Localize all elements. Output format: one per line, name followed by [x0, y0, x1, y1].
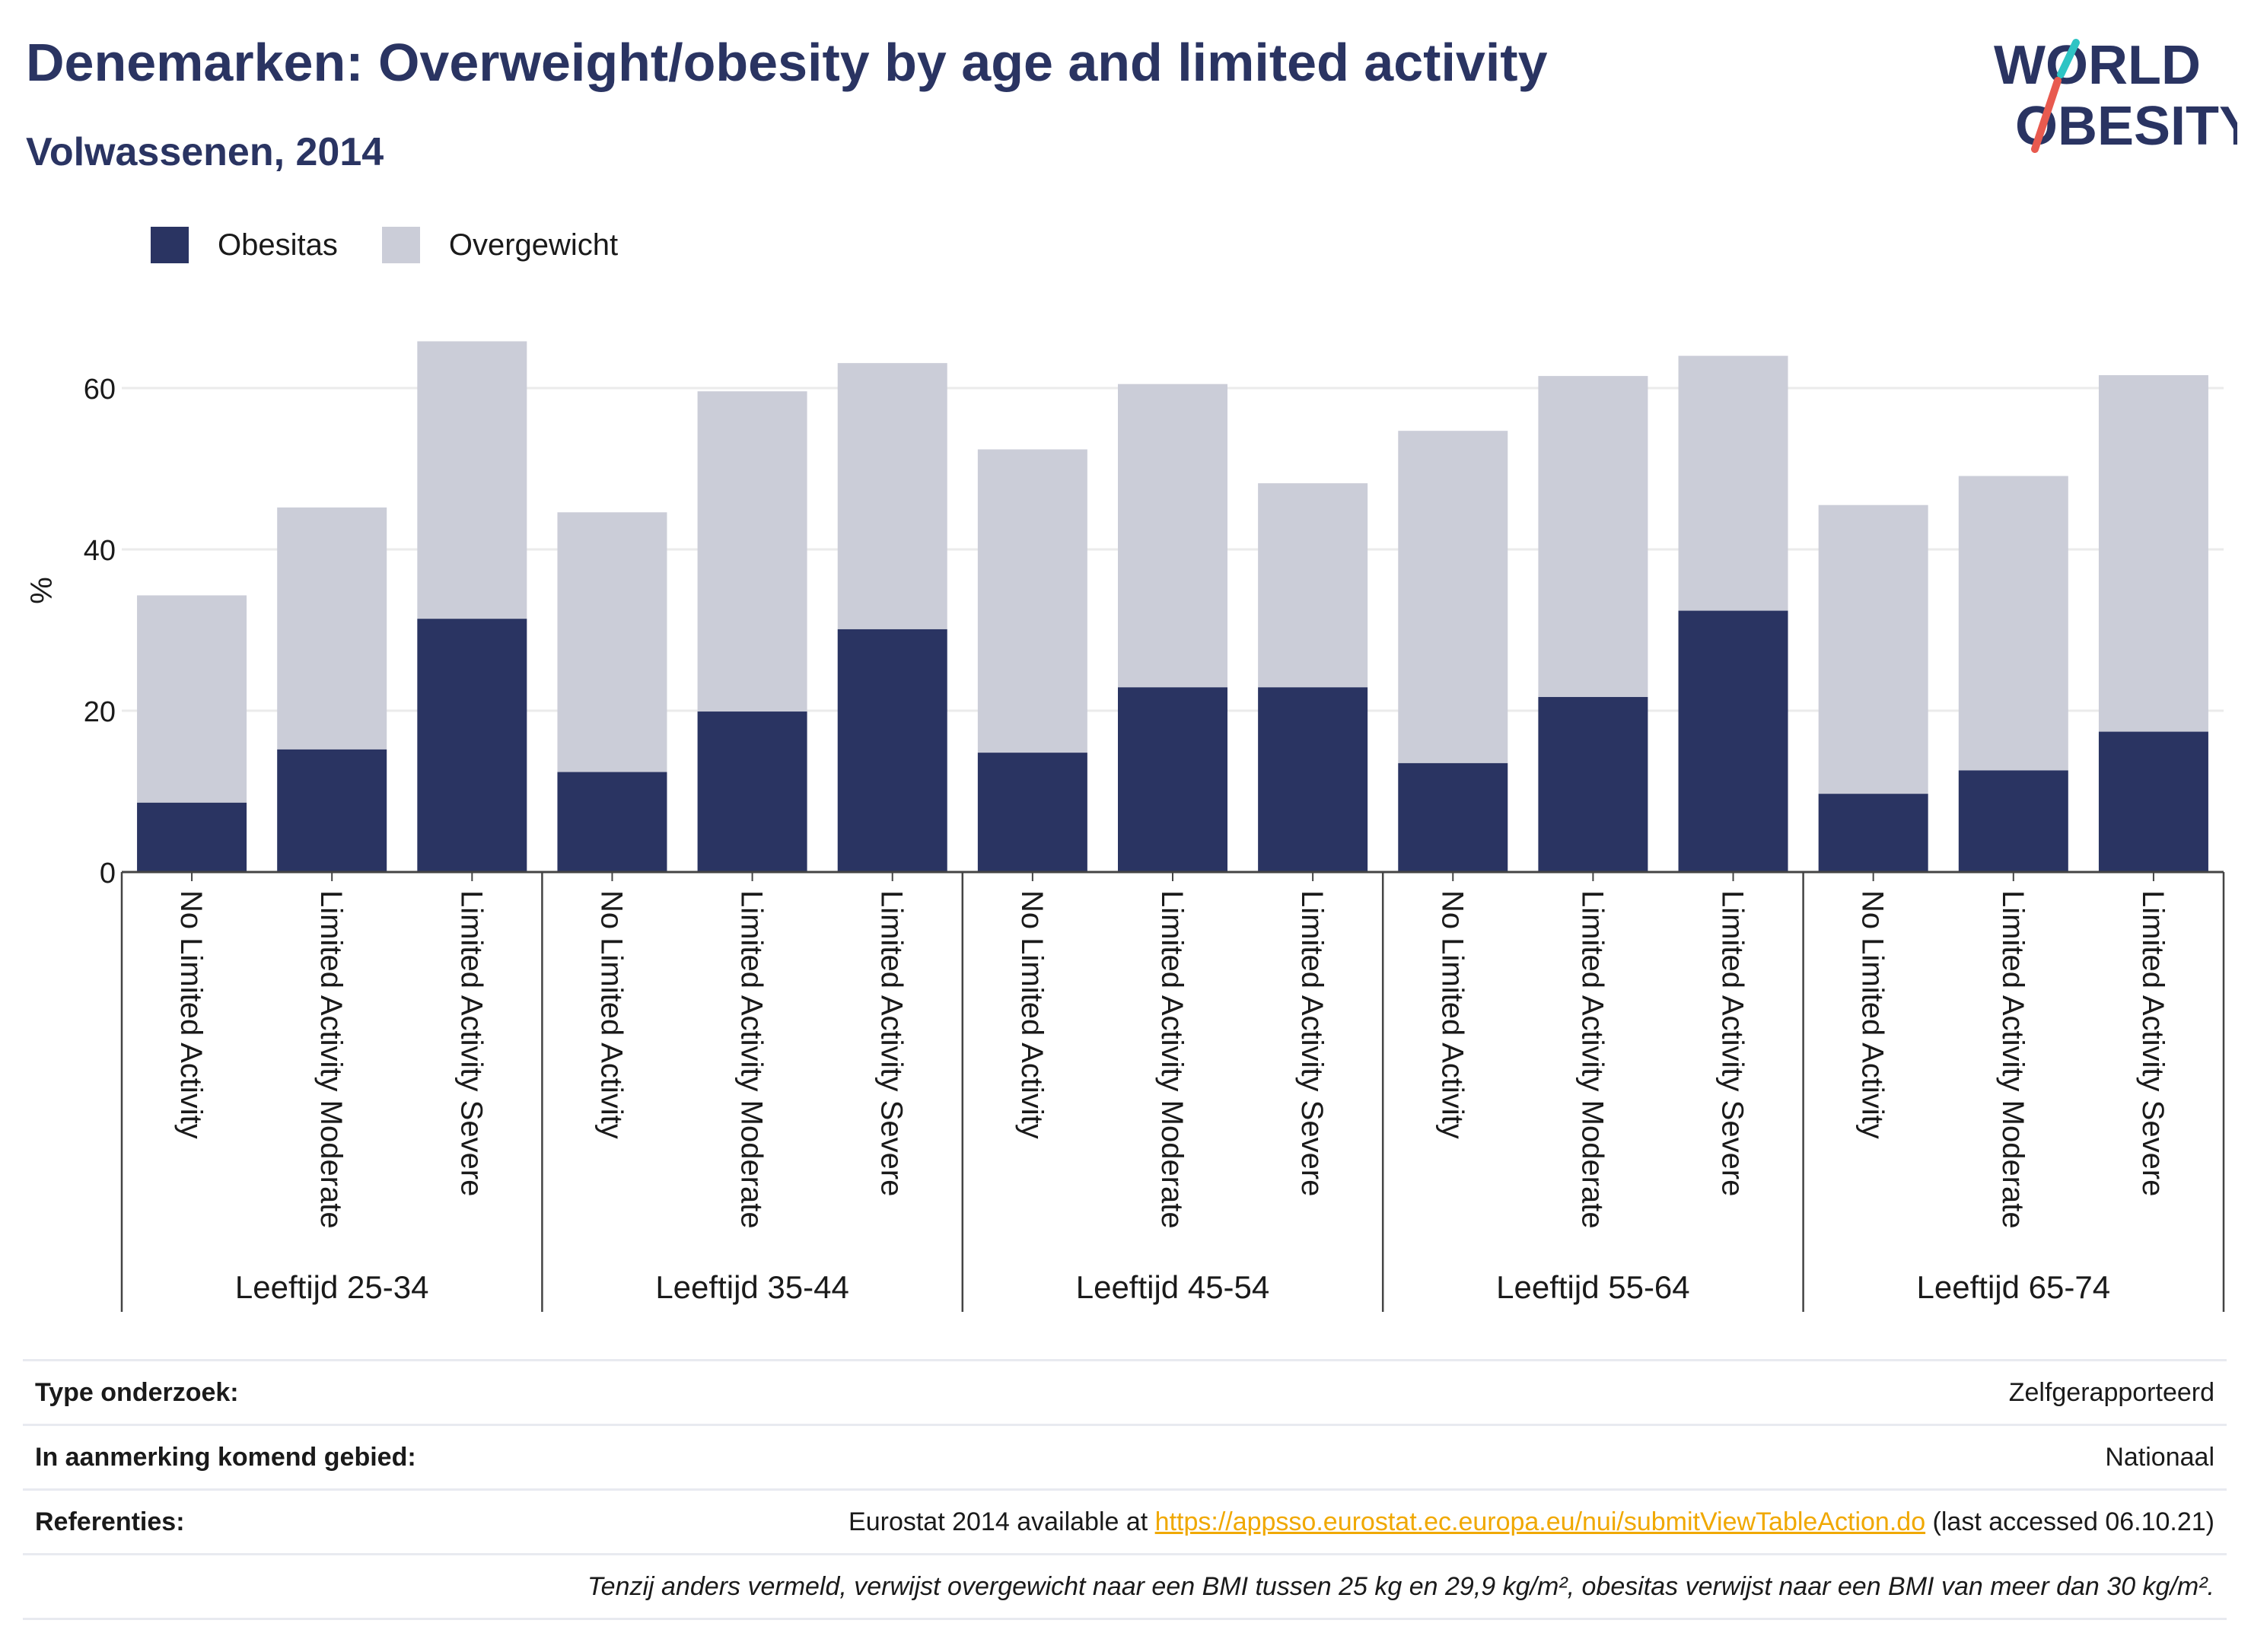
legend-label-obesitas: Obesitas: [218, 228, 338, 262]
bar-overgewicht: [1258, 483, 1368, 688]
bar-obesitas: [977, 753, 1087, 872]
bar-overgewicht: [1678, 355, 1788, 611]
category-label: Limited Activity Severe: [1716, 890, 1750, 1196]
legend-item-overgewicht[interactable]: Overgewicht: [381, 227, 619, 263]
category-label: Limited Activity Moderate: [1996, 890, 2030, 1229]
group-label: Leeftijd 55-64: [1496, 1269, 1690, 1305]
bar-overgewicht: [137, 595, 247, 803]
y-tick-label: 40: [84, 535, 116, 567]
stacked-bar-chart: 0 20 40 60% No Limited Activity Limited Activ…: [25, 341, 2225, 1312]
bar-obesitas: [1818, 794, 1928, 872]
logo-slash-red: [2031, 77, 2062, 153]
category-label: No Limited Activity: [174, 890, 208, 1139]
references-link[interactable]: https://appsso.eurostat.ec.europa.eu/nui…: [1154, 1507, 1926, 1536]
bar-obesitas: [277, 749, 387, 872]
world-obesity-logo: WORLD OBESITY: [1994, 35, 2237, 157]
group-label: Leeftijd 65-74: [1917, 1269, 2111, 1305]
bar-obesitas: [697, 711, 807, 872]
bar-obesitas: [417, 619, 527, 872]
bar-obesitas: [1258, 687, 1368, 872]
group-label: Leeftijd 35-44: [655, 1269, 849, 1305]
bar-obesitas: [1678, 610, 1788, 872]
bar-overgewicht: [697, 391, 807, 712]
info-row-references: Referenties: Eurostat 2014 available at …: [23, 1488, 2227, 1553]
category-label: Limited Activity Severe: [875, 890, 909, 1196]
bar-obesitas: [1538, 696, 1648, 872]
area-value: Nationaal: [2105, 1442, 2214, 1472]
category-label: Limited Activity Moderate: [735, 890, 769, 1229]
chart-legend: Obesitas Overgewicht: [151, 225, 662, 265]
group-label: Leeftijd 45-54: [1076, 1269, 1270, 1305]
logo-slash-teal: [2057, 39, 2080, 78]
info-row-note: Tenzij anders vermeld, verwijst overgewi…: [23, 1553, 2227, 1620]
legend-item-obesitas[interactable]: Obesitas: [151, 227, 338, 263]
bar-overgewicht: [977, 449, 1087, 753]
group-label: Leeftijd 25-34: [235, 1269, 429, 1305]
bar-overgewicht: [1118, 384, 1227, 688]
area-label: In aanmerking komend gebied:: [35, 1442, 416, 1472]
category-label: No Limited Activity: [1015, 890, 1049, 1139]
bar-obesitas: [2098, 731, 2208, 872]
bar-overgewicht: [417, 341, 527, 619]
category-label: Limited Activity Severe: [2136, 890, 2170, 1196]
study-type-label: Type onderzoek:: [35, 1377, 239, 1407]
logo-line1: WORLD: [1994, 35, 2201, 96]
category-label: No Limited Activity: [1856, 890, 1890, 1139]
category-label: Limited Activity Moderate: [1575, 890, 1609, 1229]
bar-overgewicht: [2098, 375, 2208, 732]
bar-overgewicht: [1958, 476, 2068, 771]
references-prefix: Eurostat 2014 available at: [849, 1507, 1155, 1536]
category-label: Limited Activity Moderate: [1155, 890, 1189, 1229]
bar-obesitas: [137, 802, 247, 872]
definition-note: Tenzij anders vermeld, verwijst overgewi…: [587, 1571, 2214, 1601]
references-value: Eurostat 2014 available at https://appss…: [849, 1507, 2214, 1537]
category-label: Limited Activity Moderate: [314, 890, 348, 1229]
bar-overgewicht: [277, 507, 387, 750]
bar-obesitas: [1118, 687, 1227, 872]
chart-title: Denemarken: Overweight/obesity by age an…: [26, 33, 1548, 92]
y-tick-label: 20: [84, 696, 116, 728]
y-tick-label: 0: [100, 858, 116, 890]
bar-overgewicht: [557, 512, 667, 772]
bar-overgewicht: [1538, 376, 1648, 697]
category-label: No Limited Activity: [1435, 890, 1469, 1139]
bar-obesitas: [1398, 762, 1508, 872]
info-table: Type onderzoek: Zelfgerapporteerd In aan…: [23, 1359, 2227, 1620]
legend-swatch-obesitas: [151, 227, 189, 263]
chart-subtitle: Volwassenen, 2014: [26, 130, 384, 174]
y-tick-label: 60: [84, 374, 116, 406]
category-label: Limited Activity Severe: [1295, 890, 1329, 1196]
info-row-study-type: Type onderzoek: Zelfgerapporteerd: [23, 1359, 2227, 1424]
bar-overgewicht: [837, 363, 947, 629]
info-row-area: In aanmerking komend gebied: Nationaal: [23, 1424, 2227, 1488]
references-suffix: (last accessed 06.10.21): [1925, 1507, 2214, 1536]
bar-overgewicht: [1398, 431, 1508, 763]
study-type-value: Zelfgerapporteerd: [2008, 1377, 2214, 1407]
legend-label-overgewicht: Overgewicht: [448, 228, 619, 262]
references-label: Referenties:: [35, 1507, 185, 1536]
legend-swatch-overgewicht: [381, 227, 420, 263]
bar-obesitas: [1958, 770, 2068, 872]
y-axis-label: %: [25, 577, 59, 604]
bar-obesitas: [837, 629, 947, 872]
bar-obesitas: [557, 772, 667, 872]
category-label: Limited Activity Severe: [454, 890, 488, 1196]
bar-overgewicht: [1818, 505, 1928, 794]
category-label: No Limited Activity: [594, 890, 628, 1139]
